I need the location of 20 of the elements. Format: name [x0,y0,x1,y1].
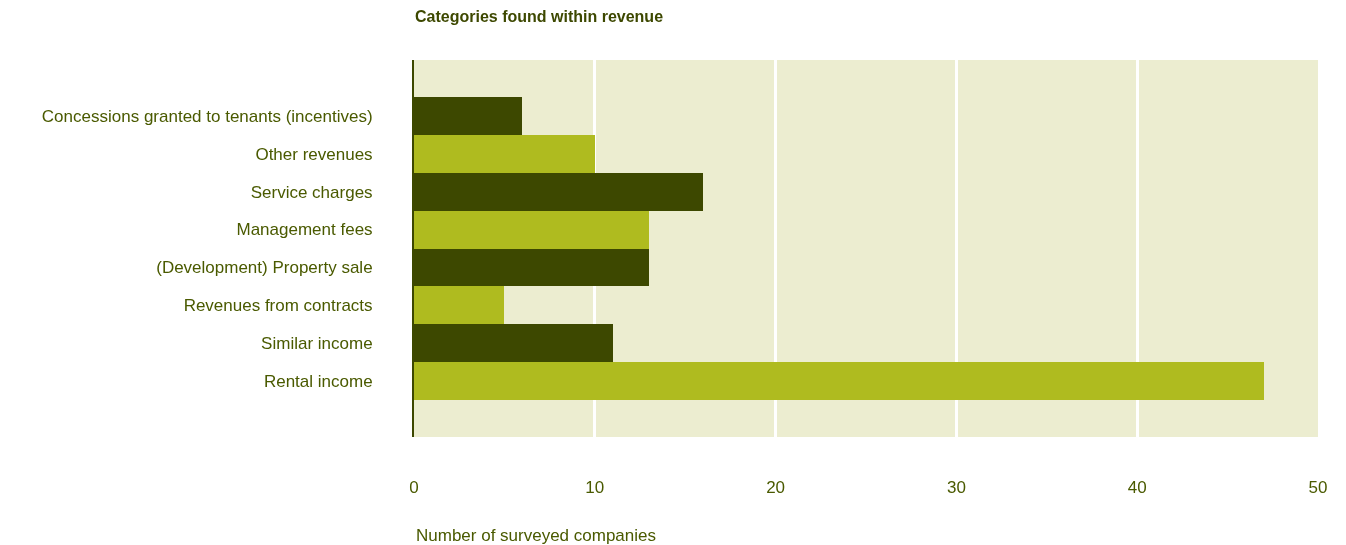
y-tick-label: Management fees [236,220,373,240]
y-tick-label: Other revenues [255,144,373,164]
bar [414,362,1264,400]
y-tick-label: Concessions granted to tenants (incentives) [41,106,373,126]
y-tick-label: Similar income [261,334,373,354]
y-tick-label: Revenues from contracts [183,296,373,316]
y-tick-label: Rental income [263,372,373,392]
bar [414,286,504,324]
x-axis-title: Number of surveyed companies [416,526,657,545]
x-tick-label: 30 [946,478,966,497]
x-tick-label: 0 [409,478,419,497]
bar [414,211,649,249]
x-tick-label: 40 [1127,478,1147,497]
x-tick-label: 50 [1308,478,1328,497]
y-tick-label: (Development) Property sale [156,258,373,278]
chart-title: Categories found within revenue [415,7,664,25]
x-tick-label: 20 [766,478,786,497]
y-tick-label: Service charges [250,182,373,202]
bar [414,135,595,173]
x-tick-label: 10 [585,478,605,497]
